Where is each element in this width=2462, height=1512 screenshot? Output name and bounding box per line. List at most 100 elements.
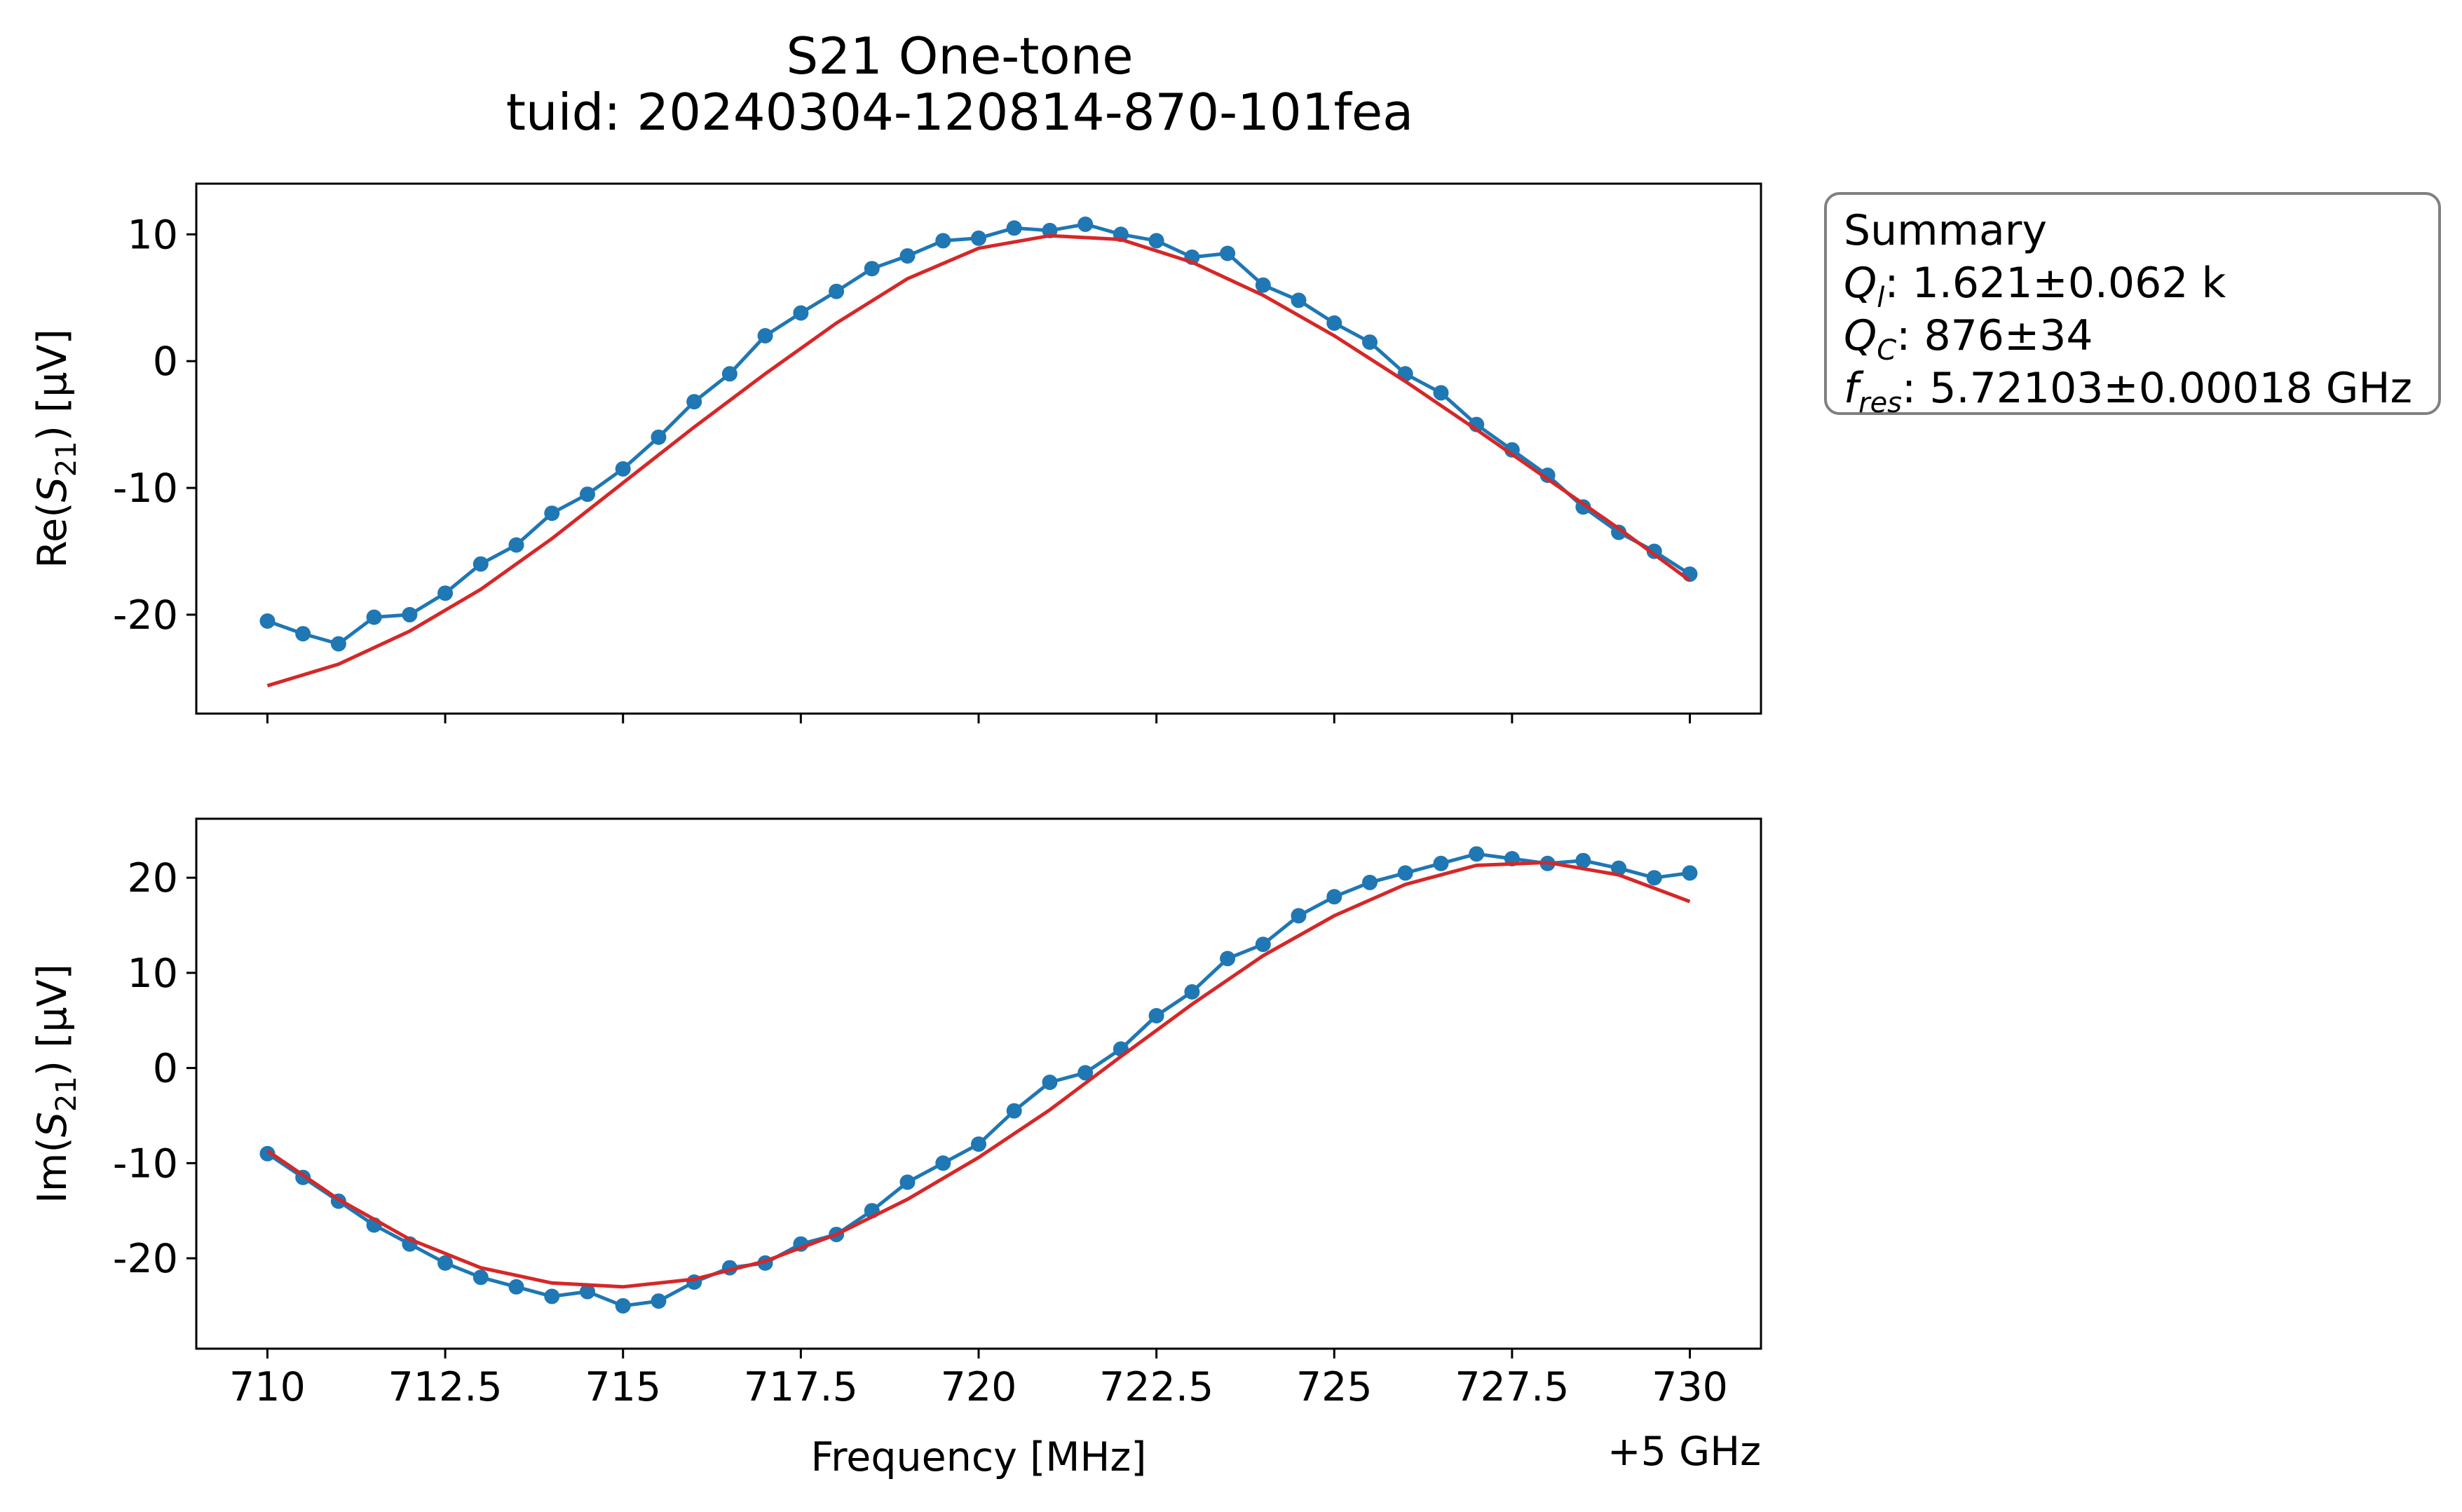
im-s21-data-point <box>1611 860 1627 876</box>
im-s21-y-axis-ticks: 20 10 0 -10 -20 <box>113 855 196 1282</box>
re-s21-data-point <box>1255 277 1271 293</box>
re-s21-data-point <box>615 461 631 477</box>
re-s21-x-axis-ticks <box>266 714 1692 723</box>
im-s21-data-point <box>580 1283 595 1300</box>
x-tick-label: 725 <box>1296 1364 1373 1410</box>
im-s21-data-point <box>935 1155 951 1171</box>
summary-ql-row: Ql: 1.621±0.062 k <box>1844 259 2226 314</box>
im-s21-data-point <box>259 1145 276 1162</box>
re-s21-data-point <box>721 366 737 382</box>
x-tick-label: 730 <box>1652 1364 1728 1410</box>
im-s21-data-point <box>1148 1008 1164 1023</box>
re-s21-data-point <box>1362 334 1378 350</box>
re-s21-data-point <box>295 626 311 642</box>
im-s21-data-point <box>1077 1065 1094 1081</box>
im-s21-y-axis-label: Im(S21) [µV] <box>29 964 83 1204</box>
re-s21-fit-line <box>266 233 1691 688</box>
im-s21-fit-series <box>266 860 1691 1289</box>
re-s21-y-tick-label: 0 <box>153 339 178 385</box>
re-s21-data-point <box>686 394 702 410</box>
re-s21-data-point <box>1433 385 1449 401</box>
x-tick-label: 715 <box>585 1364 661 1410</box>
re-s21-y-tick-label: 10 <box>127 212 178 258</box>
im-s21-data-point <box>1006 1103 1022 1119</box>
summary-heading: Summary <box>1844 206 2047 255</box>
re-s21-data-point <box>864 261 880 277</box>
re-s21-data-point <box>580 486 595 503</box>
x-tick-label: 712.5 <box>388 1364 502 1410</box>
im-s21-axes-border <box>195 817 1762 1350</box>
chart-title: S21 One-tone <box>786 27 1134 86</box>
re-s21-data-point <box>1611 524 1627 540</box>
re-s21-data-point <box>472 556 489 572</box>
im-s21-data-point <box>1326 889 1342 905</box>
re-s21-data-point <box>402 606 418 622</box>
re-s21-data-point <box>829 283 845 299</box>
im-s21-y-tick-label: -20 <box>113 1236 178 1282</box>
re-s21-data-point <box>971 230 986 246</box>
im-s21-y-tick-label: 0 <box>153 1046 178 1092</box>
im-s21-data-point <box>1646 870 1662 886</box>
re-s21-y-axis-label: Re(S21) [µV] <box>29 329 83 568</box>
summary-legend-box: Summary Ql: 1.621±0.062 k QC: 876±34 fre… <box>1824 192 2441 419</box>
im-s21-y-tick-label: -10 <box>113 1140 178 1187</box>
re-s21-data-point <box>1326 315 1342 331</box>
re-s21-data-point <box>259 613 276 629</box>
chart-subtitle: tuid: 20240304-120814-870-101fea <box>505 83 1414 142</box>
im-s21-data-point <box>1397 865 1413 881</box>
im-s21-data-point <box>1682 865 1698 881</box>
re-s21-data-series <box>259 216 1698 652</box>
im-s21-data-point <box>472 1269 489 1286</box>
im-s21-data-point <box>437 1255 454 1271</box>
re-s21-data-point <box>793 305 809 321</box>
im-s21-data-point <box>899 1174 916 1190</box>
re-s21-data-point <box>935 233 951 249</box>
re-s21-data-point <box>651 429 667 445</box>
re-s21-data-point <box>508 537 524 553</box>
x-tick-label: 722.5 <box>1099 1364 1213 1410</box>
re-s21-y-axis-ticks: 10 0 -10 -20 <box>113 212 196 639</box>
re-s21-y-tick-label: -20 <box>113 592 178 639</box>
re-s21-data-point <box>437 585 454 601</box>
summary-qc-row: QC: 876±34 <box>1844 311 2093 367</box>
im-s21-x-axis-ticks: 710 712.5 715 717.5 720 722.5 725 727.5 730 <box>229 1349 1728 1410</box>
x-axis-offset-label: +5 GHz <box>1607 1429 1761 1475</box>
summary-fres-row: fres: 5.72103±0.00018 GHz <box>1844 364 2412 419</box>
x-axis-label: Frequency [MHz] <box>810 1434 1146 1480</box>
re-s21-fit-series <box>266 233 1691 688</box>
im-s21-y-tick-label: 10 <box>127 951 178 997</box>
x-tick-label: 710 <box>229 1364 306 1410</box>
re-s21-data-point <box>1291 292 1307 308</box>
im-s21-fit-line <box>266 860 1691 1289</box>
im-s21-data-point <box>615 1298 631 1314</box>
im-s21-data-point <box>651 1293 667 1309</box>
x-tick-label: 717.5 <box>744 1364 858 1410</box>
re-s21-data-point <box>1148 233 1164 249</box>
im-s21-data-point <box>1255 937 1271 953</box>
im-s21-data-point <box>1362 874 1378 890</box>
im-s21-data-point <box>1291 908 1307 924</box>
re-s21-y-tick-label: -10 <box>113 465 178 512</box>
re-s21-data-point <box>1006 220 1022 236</box>
re-s21-axes-border <box>195 182 1762 715</box>
im-s21-data-point <box>1575 852 1591 869</box>
re-s21-plot-frame <box>196 184 1761 714</box>
re-s21-data-point <box>1077 216 1094 232</box>
im-s21-data-point <box>971 1136 986 1152</box>
re-s21-panel: 10 0 -10 -20 Re(S21) [µV] <box>29 182 1762 723</box>
re-s21-data-point <box>366 609 382 625</box>
im-s21-data-point <box>1184 984 1200 1000</box>
x-tick-label: 720 <box>941 1364 1017 1410</box>
im-s21-data-point <box>1433 855 1449 871</box>
im-s21-data-point <box>1469 846 1485 862</box>
im-s21-data-point <box>1220 951 1236 967</box>
x-tick-label: 727.5 <box>1455 1364 1569 1410</box>
re-s21-data-point <box>1539 468 1556 483</box>
re-s21-data-point <box>1220 245 1236 261</box>
im-s21-data-point <box>544 1288 560 1305</box>
im-s21-y-tick-label: 20 <box>127 855 178 901</box>
re-s21-data-point <box>757 328 773 343</box>
re-s21-data-point <box>544 505 560 522</box>
